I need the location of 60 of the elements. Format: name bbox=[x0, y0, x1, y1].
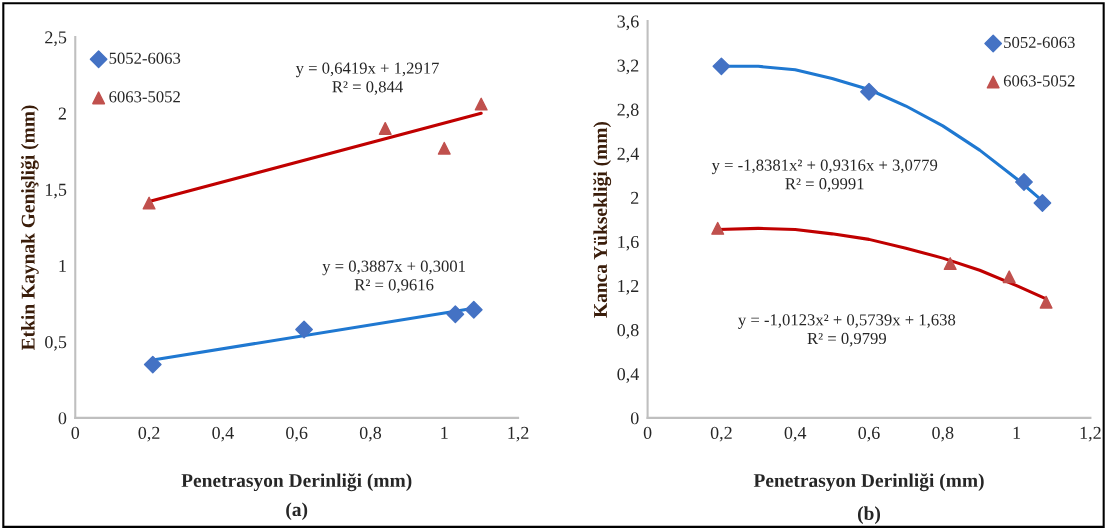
y-axis-title: Kanca Yüksekliği (mm) bbox=[593, 121, 612, 318]
y-axis-title: Etkin Kaynak Genişliği (mm) bbox=[20, 105, 39, 351]
point bbox=[860, 82, 878, 101]
point bbox=[1033, 194, 1052, 212]
point bbox=[446, 305, 465, 324]
legend-label: 6063-5052 bbox=[1003, 75, 1075, 87]
point bbox=[474, 97, 488, 111]
x-tick-label: 0,4 bbox=[784, 426, 807, 442]
text: (a) bbox=[286, 502, 308, 521]
y-tick-label: 0 bbox=[630, 412, 639, 425]
point bbox=[378, 121, 392, 135]
x-tick-label: 0 bbox=[71, 426, 80, 439]
point bbox=[295, 320, 313, 339]
y-tick-label: 2 bbox=[58, 107, 66, 120]
x-tick-label: 0,4 bbox=[212, 426, 234, 442]
x-tick-label: 0,8 bbox=[359, 426, 382, 442]
y-tick-label: 0,5 bbox=[45, 335, 67, 351]
x-tick-label: 1 bbox=[441, 426, 448, 439]
x-tick-label: 1,2 bbox=[508, 426, 529, 442]
x-tick-label: 0,2 bbox=[138, 426, 160, 442]
x-tick-label: 1,2 bbox=[1080, 426, 1101, 442]
x-tick-label: 0,8 bbox=[932, 426, 954, 442]
y-tick-label: 2,5 bbox=[45, 31, 67, 47]
point bbox=[464, 300, 483, 319]
annotation: y = -1,0123x² + 0,5739x + 1,638 R² = 0,9799 bbox=[738, 314, 956, 347]
x-tick-label: 0,6 bbox=[858, 426, 880, 442]
point bbox=[143, 355, 162, 374]
y-tick-label: 2,8 bbox=[617, 103, 639, 119]
point bbox=[1015, 173, 1033, 191]
y-tick-label: 3,6 bbox=[617, 15, 639, 31]
annotation: y = 0,3887x + 0,3001 R² = 0,9616 bbox=[322, 260, 465, 293]
text: (b) bbox=[857, 506, 881, 524]
x-axis-title: Penetrasyon Derinliği (mm) bbox=[181, 473, 412, 492]
legend-label: 6063-5052 bbox=[109, 91, 180, 103]
point bbox=[1002, 270, 1016, 284]
legend-label: 5052-6063 bbox=[109, 52, 181, 64]
point bbox=[943, 257, 957, 271]
x-axis-title: Penetrasyon Derinliği (mm) bbox=[753, 473, 984, 492]
y-tick-label: 2 bbox=[631, 191, 639, 204]
legend-label: 5052-6063 bbox=[1004, 36, 1075, 48]
point bbox=[711, 221, 725, 235]
point bbox=[437, 141, 451, 155]
point bbox=[1039, 295, 1053, 309]
x-tick-label: 1 bbox=[1013, 426, 1021, 439]
point bbox=[712, 57, 731, 76]
y-tick-label: 0 bbox=[58, 412, 67, 425]
y-tick-label: 1,5 bbox=[45, 183, 67, 199]
point bbox=[142, 196, 156, 210]
y-tick-label: 0,8 bbox=[617, 324, 639, 339]
y-tick-label: 0,4 bbox=[617, 368, 639, 383]
x-tick-label: 0,2 bbox=[710, 426, 732, 442]
y-tick-label: 3,2 bbox=[617, 59, 639, 75]
y-tick-label: 2,4 bbox=[617, 147, 639, 163]
y-tick-label: 1,2 bbox=[618, 279, 639, 295]
annotation: y = 0,6419x + 1,2917 R² = 0,844 bbox=[295, 62, 439, 95]
x-tick-label: 0,6 bbox=[286, 426, 308, 442]
y-tick-label: 1 bbox=[59, 259, 66, 272]
x-tick-label: 0 bbox=[643, 426, 652, 439]
y-tick-label: 1,6 bbox=[618, 235, 639, 251]
annotation: y = -1,8381x² + 0,9316x + 3,0779 R² = 0,9991 bbox=[711, 159, 938, 192]
